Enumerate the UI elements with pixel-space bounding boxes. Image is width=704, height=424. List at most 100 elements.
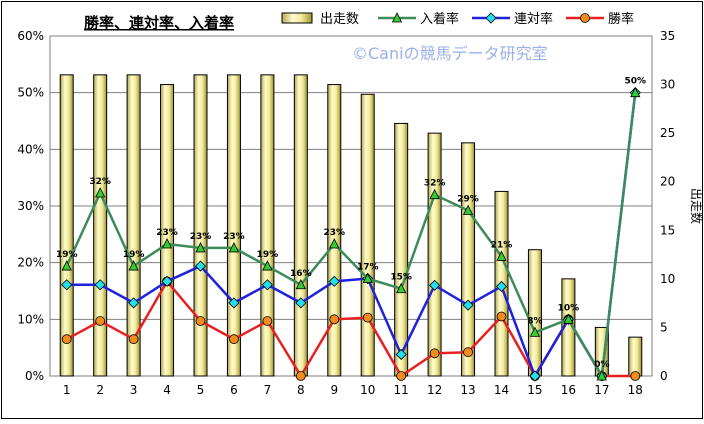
- right-axis-ticks: 0 5 10 15 20 25 30 35: [660, 29, 675, 383]
- point: [496, 250, 507, 261]
- point: [396, 282, 407, 294]
- x-tick-label: 1: [63, 383, 71, 397]
- data-label: 19%: [257, 250, 279, 260]
- legend-item: 出走数: [281, 12, 359, 27]
- point: [429, 348, 440, 359]
- point: [229, 334, 239, 345]
- x-tick-label: 16: [561, 383, 576, 397]
- point: [194, 260, 207, 272]
- data-label: 19%: [56, 250, 78, 260]
- point: [630, 86, 641, 98]
- x-tick-label: 9: [330, 383, 338, 397]
- data-label: 32%: [424, 179, 446, 189]
- right-tick-label: 25: [660, 126, 675, 140]
- bar: [628, 336, 643, 377]
- watermark-text: ©Caniの競馬データ研究室: [352, 44, 548, 63]
- data-label: 10%: [558, 303, 580, 313]
- x-tick-label: 18: [628, 383, 643, 397]
- point: [396, 371, 407, 381]
- x-axis-ticks: 1 2 3 4 5 6 7 8 9 10 11 12 13 14 15 16 17 18: [63, 383, 643, 397]
- point: [95, 187, 106, 198]
- point: [580, 13, 590, 23]
- point: [429, 188, 440, 200]
- point: [61, 260, 72, 271]
- data-labels: 19% 32% 19% 23% 23% 23% 19% 16% 23% 17% 15% 32% 29% 2…: [56, 77, 646, 370]
- legend-item: 入着率: [378, 11, 459, 27]
- data-label: 19%: [123, 250, 145, 260]
- right-tick-label: 15: [660, 223, 675, 237]
- right-tick-label: 35: [660, 29, 675, 43]
- right-tick-label: 20: [660, 175, 675, 189]
- data-label: 23%: [223, 232, 245, 242]
- point: [362, 312, 373, 323]
- bar: [327, 84, 342, 377]
- point: [161, 275, 173, 287]
- point: [195, 316, 206, 326]
- x-tick-label: 5: [197, 383, 205, 397]
- point: [329, 238, 340, 249]
- point: [261, 279, 273, 291]
- right-tick-label: 0: [660, 369, 668, 383]
- point: [94, 279, 106, 291]
- left-axis-ticks: 0% 10% 20% 30% 40% 50% 60%: [17, 29, 44, 383]
- data-label: 17%: [357, 263, 379, 273]
- point: [596, 370, 607, 381]
- bar: [561, 278, 576, 377]
- bar: [394, 122, 409, 377]
- point: [228, 297, 240, 309]
- legend-item: 勝率: [566, 11, 634, 27]
- point: [630, 371, 641, 381]
- right-tick-label: 5: [660, 320, 668, 334]
- point: [391, 12, 403, 23]
- x-tick-label: 2: [96, 383, 104, 397]
- x-tick-label: 14: [494, 383, 509, 397]
- data-label: 29%: [457, 195, 479, 205]
- point: [395, 348, 407, 361]
- point: [563, 313, 574, 324]
- legend-swatch: [281, 12, 313, 24]
- left-tick-label: 30%: [17, 199, 44, 213]
- data-label: 23%: [324, 228, 346, 238]
- left-tick-label: 20%: [17, 256, 44, 270]
- x-tick-label: 10: [360, 383, 375, 397]
- point: [463, 347, 473, 358]
- x-tick-label: 13: [460, 383, 475, 397]
- x-tick-label: 12: [427, 383, 442, 397]
- point: [195, 242, 206, 253]
- point: [429, 279, 441, 291]
- data-label: 16%: [290, 269, 312, 279]
- data-label: 0%: [594, 360, 609, 370]
- point: [329, 314, 340, 325]
- x-tick-label: 8: [297, 383, 305, 397]
- point: [295, 297, 307, 309]
- point: [485, 12, 497, 24]
- legend-label: 出走数: [320, 12, 359, 27]
- x-tick-label: 17: [594, 383, 609, 397]
- bar: [360, 93, 375, 377]
- data-label: 21%: [491, 240, 513, 250]
- data-label: 50%: [625, 77, 647, 87]
- point: [495, 280, 508, 293]
- bar: [260, 74, 275, 377]
- point: [328, 275, 340, 287]
- right-tick-label: 10: [660, 272, 675, 286]
- data-label: 23%: [190, 232, 212, 242]
- bar: [160, 84, 175, 377]
- point: [462, 299, 474, 311]
- point: [61, 279, 73, 291]
- bar: [193, 74, 208, 377]
- legend-label: 入着率: [420, 11, 459, 27]
- data-label: 15%: [390, 273, 412, 283]
- right-axis-label: 出走数: [689, 188, 704, 224]
- point: [295, 278, 306, 290]
- point: [262, 316, 273, 326]
- bar: [527, 249, 542, 377]
- bar: [461, 142, 476, 377]
- bar: [59, 74, 74, 377]
- data-label: 8%: [527, 316, 542, 326]
- x-tick-label: 4: [163, 383, 171, 397]
- bar: [93, 74, 108, 377]
- point: [496, 311, 507, 322]
- series-line: [66, 92, 637, 380]
